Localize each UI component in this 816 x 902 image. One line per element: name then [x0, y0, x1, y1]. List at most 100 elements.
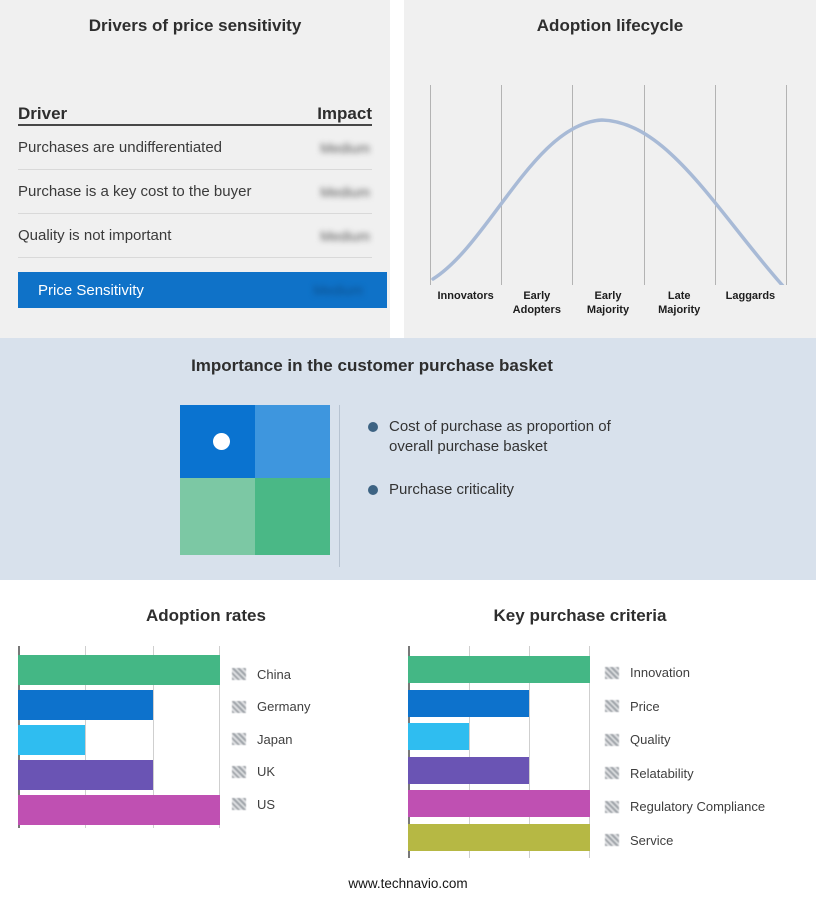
- impact-cell-blurred: Medium: [320, 227, 370, 244]
- footer: www.technavio.com: [0, 876, 816, 891]
- legend-label: US: [257, 796, 276, 812]
- legend-label: Japan: [257, 731, 293, 747]
- legend-item: Price: [605, 690, 765, 724]
- bar-regulatory-compliance: [408, 790, 590, 817]
- legend-label: UK: [257, 764, 276, 780]
- y-axis-line: [408, 646, 410, 858]
- driver-cell: Purchases are undifferentiated: [18, 139, 223, 156]
- legend-item: Japan: [232, 723, 310, 756]
- quadrant-bottom-left: [180, 478, 255, 555]
- quadrant-matrix: [180, 405, 330, 555]
- stage-label-early-adopters: Early Adopters: [512, 290, 561, 316]
- quadrant-bottom-right: [255, 478, 330, 555]
- blurred-value-swatch: [605, 800, 619, 813]
- gridline: [589, 646, 590, 858]
- purchase-basket-title: Importance in the customer purchase bask…: [191, 356, 553, 375]
- bar-germany: [18, 690, 153, 720]
- legend-label: Germany: [257, 699, 311, 715]
- price-sensitivity-label: Price Sensitivity: [38, 281, 144, 299]
- quadrant-top-right: [255, 405, 330, 478]
- bar-japan: [18, 725, 86, 755]
- stage-label-early-majority: Early Majority: [586, 290, 630, 316]
- bullet-text: Purchase criticality: [389, 480, 515, 498]
- legend-label: Innovation: [630, 665, 690, 681]
- gridline: [468, 646, 470, 858]
- adoption-rates-legend: China Germany Japan UK US: [232, 658, 310, 821]
- legend-label: Regulatory Compliance: [630, 799, 766, 815]
- footer-link[interactable]: www.technavio.com: [348, 876, 468, 891]
- drivers-table: Driver Impact Purchases are undifferenti…: [18, 94, 387, 308]
- impact-cell-blurred: Medium: [320, 139, 370, 156]
- lifecycle-stage-labels: Innovators Early Adopters Early Majority…: [430, 290, 786, 318]
- bullet-text: Cost of purchase as proportion of overal…: [389, 418, 611, 456]
- bullet-icon: [368, 422, 378, 432]
- bar-us: [18, 795, 220, 825]
- legend-item: US: [232, 788, 310, 821]
- list-item: Cost of purchase as proportion of overal…: [368, 417, 638, 458]
- table-row: Quality is not important Medium: [18, 214, 372, 258]
- blurred-value-swatch: [232, 798, 246, 811]
- key-purchase-criteria-legend: Innovation Price Quality Relatability Re…: [605, 656, 765, 857]
- bar-quality: [408, 723, 469, 750]
- driver-column-header: Driver: [18, 104, 68, 123]
- bar-uk: [18, 760, 153, 790]
- legend-item: Germany: [232, 691, 310, 724]
- gridline: [219, 646, 220, 828]
- blurred-value-swatch: [232, 700, 246, 713]
- table-row: Purchases are undifferentiated Medium: [18, 126, 372, 170]
- lifecycle-gridlines: [430, 85, 787, 285]
- quadrant-divider-line: [339, 405, 340, 567]
- gridline: [529, 646, 531, 858]
- adoption-rates-title: Adoption rates: [146, 606, 266, 625]
- adoption-rates-chart: [18, 646, 220, 828]
- position-dot: [213, 433, 230, 450]
- driver-cell: Purchase is a key cost to the buyer: [18, 183, 252, 200]
- legend-item: Regulatory Compliance: [605, 790, 765, 824]
- stage-label-laggards: Laggards: [725, 290, 776, 302]
- drivers-table-header: Driver Impact: [18, 94, 372, 126]
- bar-innovation: [408, 656, 590, 683]
- driver-cell: Quality is not important: [18, 227, 172, 244]
- drivers-panel: Drivers of price sensitivity Driver Impa…: [0, 0, 390, 338]
- lifecycle-panel: Adoption lifecycle Innovators Early Adop…: [404, 0, 816, 338]
- legend-label: Service: [630, 832, 674, 848]
- drivers-panel-title: Drivers of price sensitivity: [88, 16, 302, 35]
- bar-china: [18, 655, 220, 685]
- bar-price: [408, 689, 530, 717]
- blurred-value-swatch: [605, 733, 619, 746]
- gridline: [85, 646, 87, 828]
- bar-group: [18, 646, 220, 828]
- legend-item: China: [232, 658, 310, 691]
- table-row: Purchase is a key cost to the buyer Medi…: [18, 170, 372, 214]
- legend-item: Quality: [605, 723, 765, 757]
- blurred-value-swatch: [232, 668, 246, 681]
- purchase-basket-band: [0, 338, 816, 580]
- gridline: [152, 646, 154, 828]
- bullet-icon: [368, 484, 378, 495]
- impact-cell-blurred: Medium: [313, 282, 363, 298]
- key-purchase-criteria-title: Key purchase criteria: [493, 606, 667, 625]
- quadrant-top-left: [180, 405, 255, 478]
- bar-group: [408, 646, 590, 858]
- blurred-value-swatch: [605, 834, 619, 847]
- bar-relatability: [408, 756, 530, 784]
- legend-item: Relatability: [605, 757, 765, 791]
- key-purchase-criteria-chart: [408, 646, 590, 858]
- impact-cell-blurred: Medium: [320, 183, 370, 200]
- legend-label: Quality: [630, 732, 671, 748]
- stage-label-late-majority: Late Majority: [658, 290, 701, 316]
- basket-bullet-list: Cost of purchase as proportion of overal…: [368, 417, 638, 522]
- list-item: Purchase criticality: [368, 480, 638, 500]
- legend-item: Service: [605, 824, 765, 858]
- legend-item: Innovation: [605, 656, 765, 690]
- blurred-value-swatch: [605, 767, 619, 780]
- legend-item: UK: [232, 756, 310, 789]
- blurred-value-swatch: [232, 733, 246, 746]
- legend-label: China: [257, 666, 291, 682]
- blurred-value-swatch: [232, 765, 246, 778]
- price-sensitivity-highlight-row: Price Sensitivity Medium: [18, 272, 387, 308]
- stage-label-innovators: Innovators: [437, 290, 494, 302]
- blurred-value-swatch: [605, 700, 619, 713]
- lifecycle-panel-title: Adoption lifecycle: [536, 16, 684, 35]
